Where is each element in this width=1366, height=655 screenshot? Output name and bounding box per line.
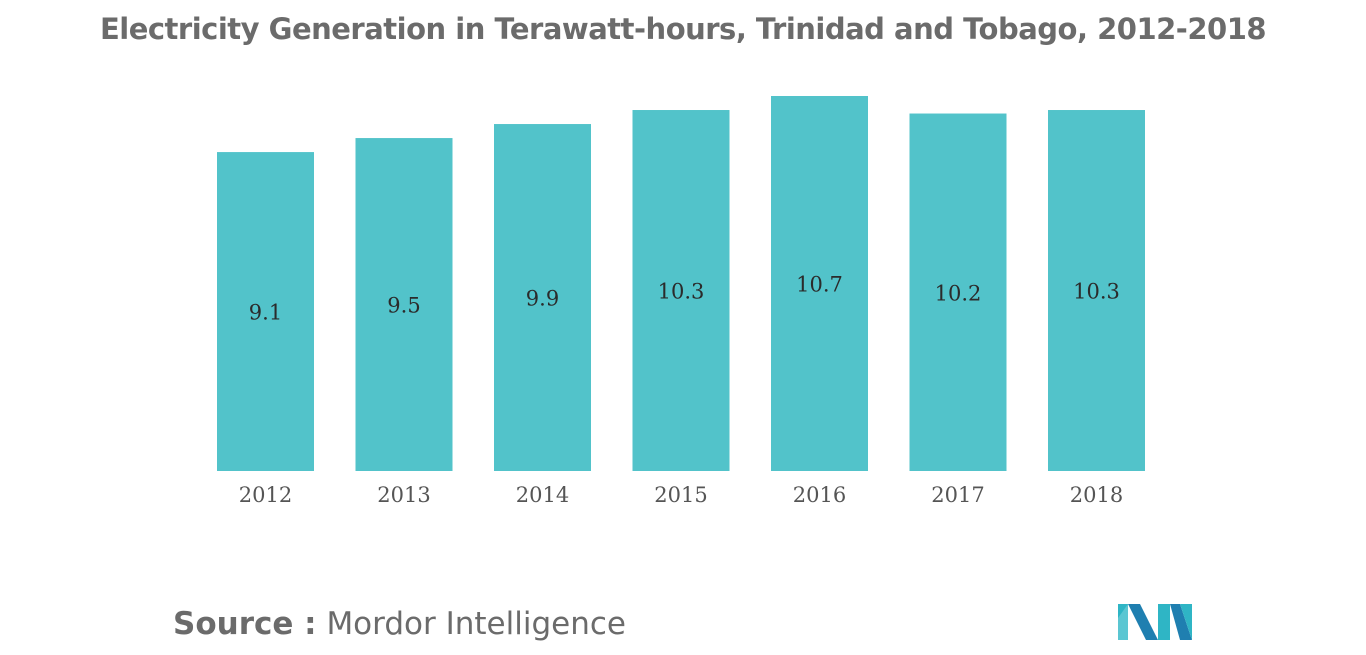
value-labels-group: 9.1 9.5 9.9 10.3 10.7 10.2 10.3 xyxy=(249,273,1120,325)
x-tick-label-2013: 2013 xyxy=(377,483,430,507)
source-label: Source : xyxy=(173,606,317,642)
bar-2015 xyxy=(632,110,730,472)
x-tick-labels-group: 2012 2013 2014 2015 2016 2017 2018 xyxy=(239,483,1123,507)
x-tick-label-2015: 2015 xyxy=(654,483,707,507)
value-label-2014: 9.9 xyxy=(526,287,559,311)
bar-2013 xyxy=(355,138,453,471)
source-note: Source : Mordor Intelligence xyxy=(173,606,626,642)
bar-chart: 9.1 9.5 9.9 10.3 10.7 10.2 10.3 2012 2013 2014 20… xyxy=(217,96,1145,507)
bar-2012 xyxy=(217,152,314,471)
x-tick-label-2014: 2014 xyxy=(516,483,569,507)
bar-2017 xyxy=(909,113,1007,471)
value-label-2016: 10.7 xyxy=(796,273,843,297)
mordor-intelligence-logo-icon xyxy=(1118,604,1192,640)
value-label-2012: 9.1 xyxy=(249,301,282,325)
value-label-2018: 10.3 xyxy=(1073,280,1120,304)
value-label-2017: 10.2 xyxy=(935,281,982,305)
bar-2016 xyxy=(771,96,868,471)
chart-title: Electricity Generation in Terawatt-hours… xyxy=(99,12,1267,46)
source-value: Mordor Intelligence xyxy=(326,606,626,642)
value-label-2015: 10.3 xyxy=(658,280,705,304)
x-tick-label-2012: 2012 xyxy=(239,483,292,507)
x-tick-label-2018: 2018 xyxy=(1070,483,1123,507)
x-tick-label-2016: 2016 xyxy=(793,483,846,507)
value-label-2013: 9.5 xyxy=(387,294,420,318)
x-tick-label-2017: 2017 xyxy=(931,483,984,507)
bar-2014 xyxy=(494,124,591,471)
bars-group xyxy=(217,96,1145,472)
bar-2018 xyxy=(1048,110,1145,472)
